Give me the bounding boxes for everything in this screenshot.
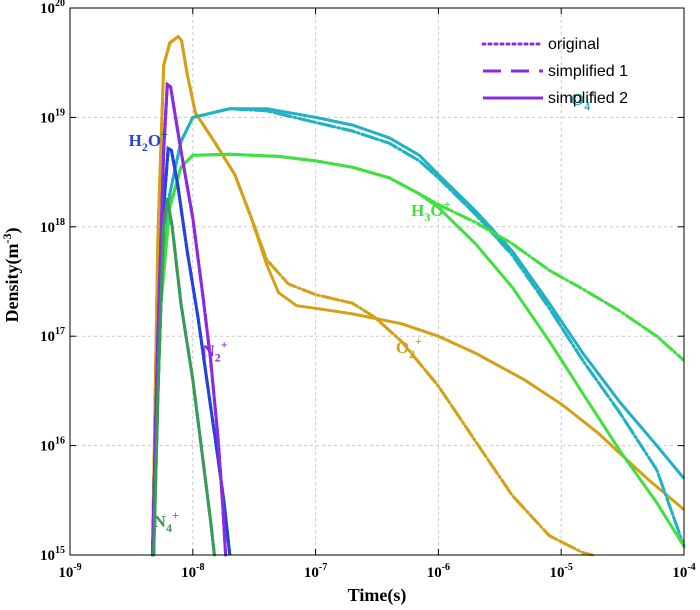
- x-tick-label-exp: -7: [319, 562, 327, 573]
- x-tick-label-exp: -8: [196, 562, 204, 573]
- x-tick-label: 10-4: [672, 562, 695, 581]
- species-label-n4: N4+: [154, 508, 179, 535]
- x-axis-title: Time(s): [348, 585, 407, 606]
- species-label-base: O: [396, 338, 409, 357]
- y-tick-label: 1016: [40, 436, 65, 455]
- y-tick-label-base: 10: [40, 220, 55, 236]
- species-label-sub: 2: [215, 351, 221, 365]
- x-tick-label-base: 10: [304, 565, 319, 581]
- species-label-mid: O: [148, 131, 161, 150]
- x-tick-label-base: 10: [550, 565, 565, 581]
- x-tick-label-exp: -6: [442, 562, 450, 573]
- species-label-o4: O4+: [571, 86, 597, 113]
- species-label-h3o: H3O+: [411, 197, 450, 224]
- x-tick-label: 10-7: [304, 562, 327, 581]
- y-tick-label-exp: 19: [55, 107, 65, 118]
- species-label-sup: +: [444, 197, 451, 211]
- species-label-sup: +: [221, 338, 228, 352]
- y-tick-label-base: 10: [40, 439, 55, 455]
- y-axis-title-close: ): [2, 228, 23, 234]
- y-tick-label: 1020: [40, 0, 65, 17]
- species-label-sub: 4: [166, 521, 172, 535]
- x-tick-label: 10-5: [550, 562, 573, 581]
- x-tick-label-exp: -9: [73, 562, 81, 573]
- species-label-base: H: [411, 201, 424, 220]
- species-label-sub: 4: [584, 99, 590, 113]
- y-axis-title-sup: -3: [0, 234, 14, 244]
- legend: original simplified 1 simplified 2: [481, 36, 628, 107]
- y-tick-label: 1015: [40, 545, 65, 564]
- y-tick-label-base: 10: [40, 1, 55, 17]
- x-tick-label-base: 10: [672, 565, 687, 581]
- series-o2-simplified2: [151, 34, 685, 556]
- x-tick-label-exp: -5: [565, 562, 573, 573]
- species-label-sub: 2: [142, 140, 148, 154]
- series-n4-simplified2: [152, 197, 216, 556]
- y-tick-label: 1019: [40, 107, 65, 126]
- axis-ticks: 10-9 10-8 10-7 10-6 10-5 10-41015101610171018…: [40, 0, 696, 581]
- series-n2-simplified2: [151, 83, 228, 556]
- x-tick-label-base: 10: [58, 565, 73, 581]
- plot-frame: [69, 7, 685, 556]
- species-label-o2: O2+: [396, 334, 422, 361]
- legend-label: simplified 2: [548, 90, 628, 107]
- series-lines: [151, 34, 686, 557]
- species-label-sup: +: [172, 508, 179, 522]
- species-label-base: N: [203, 342, 216, 361]
- species-label-sup: +: [590, 86, 597, 100]
- species-label-base: O: [571, 90, 584, 109]
- y-tick-label-exp: 20: [55, 0, 65, 9]
- species-label-base: H: [129, 131, 142, 150]
- x-tick-label: 10-8: [181, 562, 204, 581]
- y-tick-label: 1018: [40, 217, 65, 236]
- y-axis-title-main: Density(m: [2, 244, 23, 323]
- legend-label: simplified 1: [548, 63, 628, 80]
- y-tick-label-base: 10: [40, 110, 55, 126]
- legend-label: original: [548, 36, 600, 53]
- species-label-sup: +: [415, 334, 422, 348]
- species-label-h2o: H2O+: [129, 127, 168, 154]
- y-tick-label-base: 10: [40, 329, 55, 345]
- y-tick-label-exp: 17: [55, 326, 65, 337]
- y-tick-label: 1017: [40, 326, 65, 345]
- x-tick-label-base: 10: [427, 565, 442, 581]
- x-tick-label: 10-9: [58, 562, 81, 581]
- x-tick-label-exp: -4: [687, 562, 695, 573]
- species-labels: O2+O4+H3O+H2O+N2+N4+: [129, 86, 598, 535]
- species-label-n2: N2+: [203, 338, 228, 365]
- series-o4-simplified1: [151, 107, 686, 556]
- series-h3o-simplified2: [151, 152, 686, 556]
- x-tick-label-base: 10: [181, 565, 196, 581]
- x-tick-label: 10-6: [427, 562, 450, 581]
- y-tick-label-base: 10: [40, 548, 55, 564]
- y-axis-title: Density(m-3): [0, 228, 23, 323]
- y-tick-label-exp: 16: [55, 436, 65, 447]
- species-label-base: N: [154, 512, 167, 531]
- y-tick-label-exp: 18: [55, 217, 65, 228]
- species-label-sub: 3: [424, 210, 430, 224]
- y-tick-label-exp: 15: [55, 545, 65, 556]
- species-label-mid: O: [430, 201, 443, 220]
- species-label-sup: +: [161, 127, 168, 141]
- species-label-sub: 2: [409, 347, 415, 361]
